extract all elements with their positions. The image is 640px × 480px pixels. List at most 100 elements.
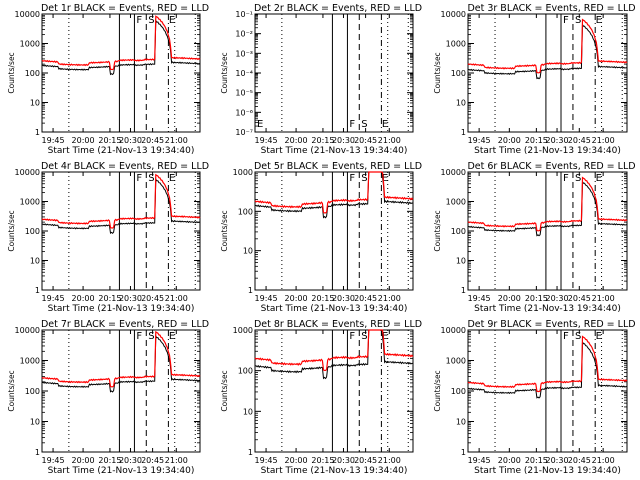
x-tick-label: 20:30 — [546, 294, 569, 303]
event-marker-label: S — [148, 173, 154, 184]
y-tick-label: 10 — [243, 407, 253, 416]
lld-series-line — [41, 173, 201, 229]
x-tick-label: 20:00 — [498, 136, 521, 145]
x-tick-label: 19:45 — [468, 136, 491, 145]
y-tick-label: 10⁻² — [235, 30, 253, 39]
y-tick-label: 100 — [451, 227, 466, 236]
events-series-line — [467, 340, 627, 399]
x-tick-label: 20:30 — [546, 456, 569, 465]
y-tick-label: 10⁻⁴ — [235, 69, 253, 78]
x-tick-label: 21:00 — [378, 294, 401, 303]
x-tick-label: 20:45 — [568, 136, 591, 145]
lld-series-line — [467, 335, 628, 393]
y-tick-label: 1 — [461, 128, 466, 137]
chart-title: Det 9r BLACK = Events, RED = LLD — [467, 319, 635, 330]
event-marker-label: E — [169, 15, 175, 26]
y-tick-label: 1 — [35, 448, 40, 457]
y-tick-label: 100 — [451, 387, 466, 396]
chart-panel-9: Det 9r BLACK = Events, RED = LLD Counts/s… — [433, 319, 636, 476]
x-axis-label: Start Time (21-Nov-13 19:34:40) — [261, 466, 408, 476]
x-tick-label: 21:00 — [165, 136, 188, 145]
x-tick-label: 20:30 — [546, 136, 569, 145]
x-tick-label: 20:30 — [332, 136, 355, 145]
y-tick-label: 100 — [238, 367, 253, 376]
y-tick-label: 10⁻¹ — [235, 10, 253, 19]
y-tick-label: 1000 — [446, 40, 466, 49]
y-axis-label: Counts/sec — [220, 52, 229, 93]
x-tick-label: 20:00 — [72, 136, 95, 145]
x-tick-label: 20:15 — [525, 294, 548, 303]
y-tick-label: 100 — [451, 69, 466, 78]
plot-frame — [254, 171, 414, 291]
x-tick-label: 20:30 — [332, 294, 355, 303]
y-axis-label: Counts/sec — [433, 210, 442, 251]
chart-title: Det 3r BLACK = Events, RED = LLD — [467, 3, 635, 14]
chart-panel-4: Det 4r BLACK = Events, RED = LLD Counts/s… — [7, 161, 209, 314]
y-tick-label: 10 — [456, 99, 466, 108]
y-tick-label: 1000 — [446, 198, 466, 207]
y-tick-label: 10 — [456, 257, 466, 266]
y-tick-label: 1000 — [446, 357, 466, 366]
lld-series-line — [254, 171, 414, 214]
x-tick-label: 20:15 — [98, 294, 121, 303]
event-marker-label: F — [136, 331, 142, 342]
x-tick-label: 20:00 — [498, 294, 521, 303]
y-axis-label: Counts/sec — [220, 210, 229, 251]
x-tick-label: 19:45 — [255, 136, 278, 145]
plot-frame — [254, 329, 414, 453]
x-tick-label: 21:00 — [592, 294, 615, 303]
y-tick-label: 10000 — [15, 10, 40, 19]
y-tick-label: 1000 — [20, 357, 40, 366]
event-marker-label: F — [563, 15, 569, 26]
plot-frame — [41, 329, 201, 453]
x-tick-label: 20:45 — [354, 456, 377, 465]
events-series-line — [41, 334, 200, 393]
events-series-line — [254, 171, 414, 219]
event-marker-label: S — [361, 173, 367, 184]
x-tick-label: 20:45 — [141, 136, 164, 145]
event-marker-label: E — [257, 119, 263, 130]
chart-title: Det 2r BLACK = Events, RED = LLD — [254, 3, 422, 14]
event-marker-label: F — [563, 173, 569, 184]
x-tick-label: 21:00 — [165, 456, 188, 465]
x-tick-label: 20:30 — [119, 456, 142, 465]
x-axis-label: Start Time (21-Nov-13 19:34:40) — [474, 146, 621, 156]
x-tick-label: 20:00 — [285, 294, 308, 303]
event-marker-label: E — [596, 15, 602, 26]
x-tick-label: 20:45 — [354, 136, 377, 145]
x-tick-label: 20:30 — [119, 294, 142, 303]
lld-series-line — [254, 329, 414, 371]
event-marker-label: E — [382, 173, 388, 184]
x-tick-label: 20:15 — [525, 136, 548, 145]
y-tick-label: 100 — [25, 387, 40, 396]
plot-frame — [254, 13, 414, 133]
x-tick-label: 20:15 — [311, 456, 334, 465]
x-axis-label: Start Time (21-Nov-13 19:34:40) — [48, 304, 195, 314]
x-tick-label: 20:30 — [119, 136, 142, 145]
x-tick-label: 20:30 — [332, 456, 355, 465]
x-tick-label: 19:45 — [42, 136, 65, 145]
event-marker-label: S — [148, 331, 154, 342]
event-marker-label: S — [361, 331, 367, 342]
event-marker-label: E — [382, 119, 388, 130]
event-marker-label: F — [349, 173, 355, 184]
event-marker-label: S — [361, 119, 367, 130]
chart-panel-2: Det 2r BLACK = Events, RED = LLD Counts/s… — [220, 3, 422, 156]
plot-frame — [467, 329, 628, 453]
x-axis-label: Start Time (21-Nov-13 19:34:40) — [474, 466, 621, 476]
x-tick-label: 20:45 — [141, 456, 164, 465]
chart-title: Det 5r BLACK = Events, RED = LLD — [254, 161, 422, 172]
y-tick-label: 100 — [238, 207, 253, 216]
event-marker-label: F — [349, 331, 355, 342]
chart-title: Det 6r BLACK = Events, RED = LLD — [467, 161, 635, 172]
x-tick-label: 21:00 — [378, 136, 401, 145]
x-tick-label: 20:45 — [141, 294, 164, 303]
y-tick-label: 10 — [30, 257, 40, 266]
x-axis-label: Start Time (21-Nov-13 19:34:40) — [261, 304, 408, 314]
y-tick-label: 10⁻⁷ — [235, 128, 253, 137]
y-axis-label: Counts/sec — [7, 210, 16, 251]
chart-title: Det 4r BLACK = Events, RED = LLD — [41, 161, 209, 172]
x-tick-label: 20:00 — [72, 456, 95, 465]
chart-title: Det 8r BLACK = Events, RED = LLD — [254, 319, 422, 330]
